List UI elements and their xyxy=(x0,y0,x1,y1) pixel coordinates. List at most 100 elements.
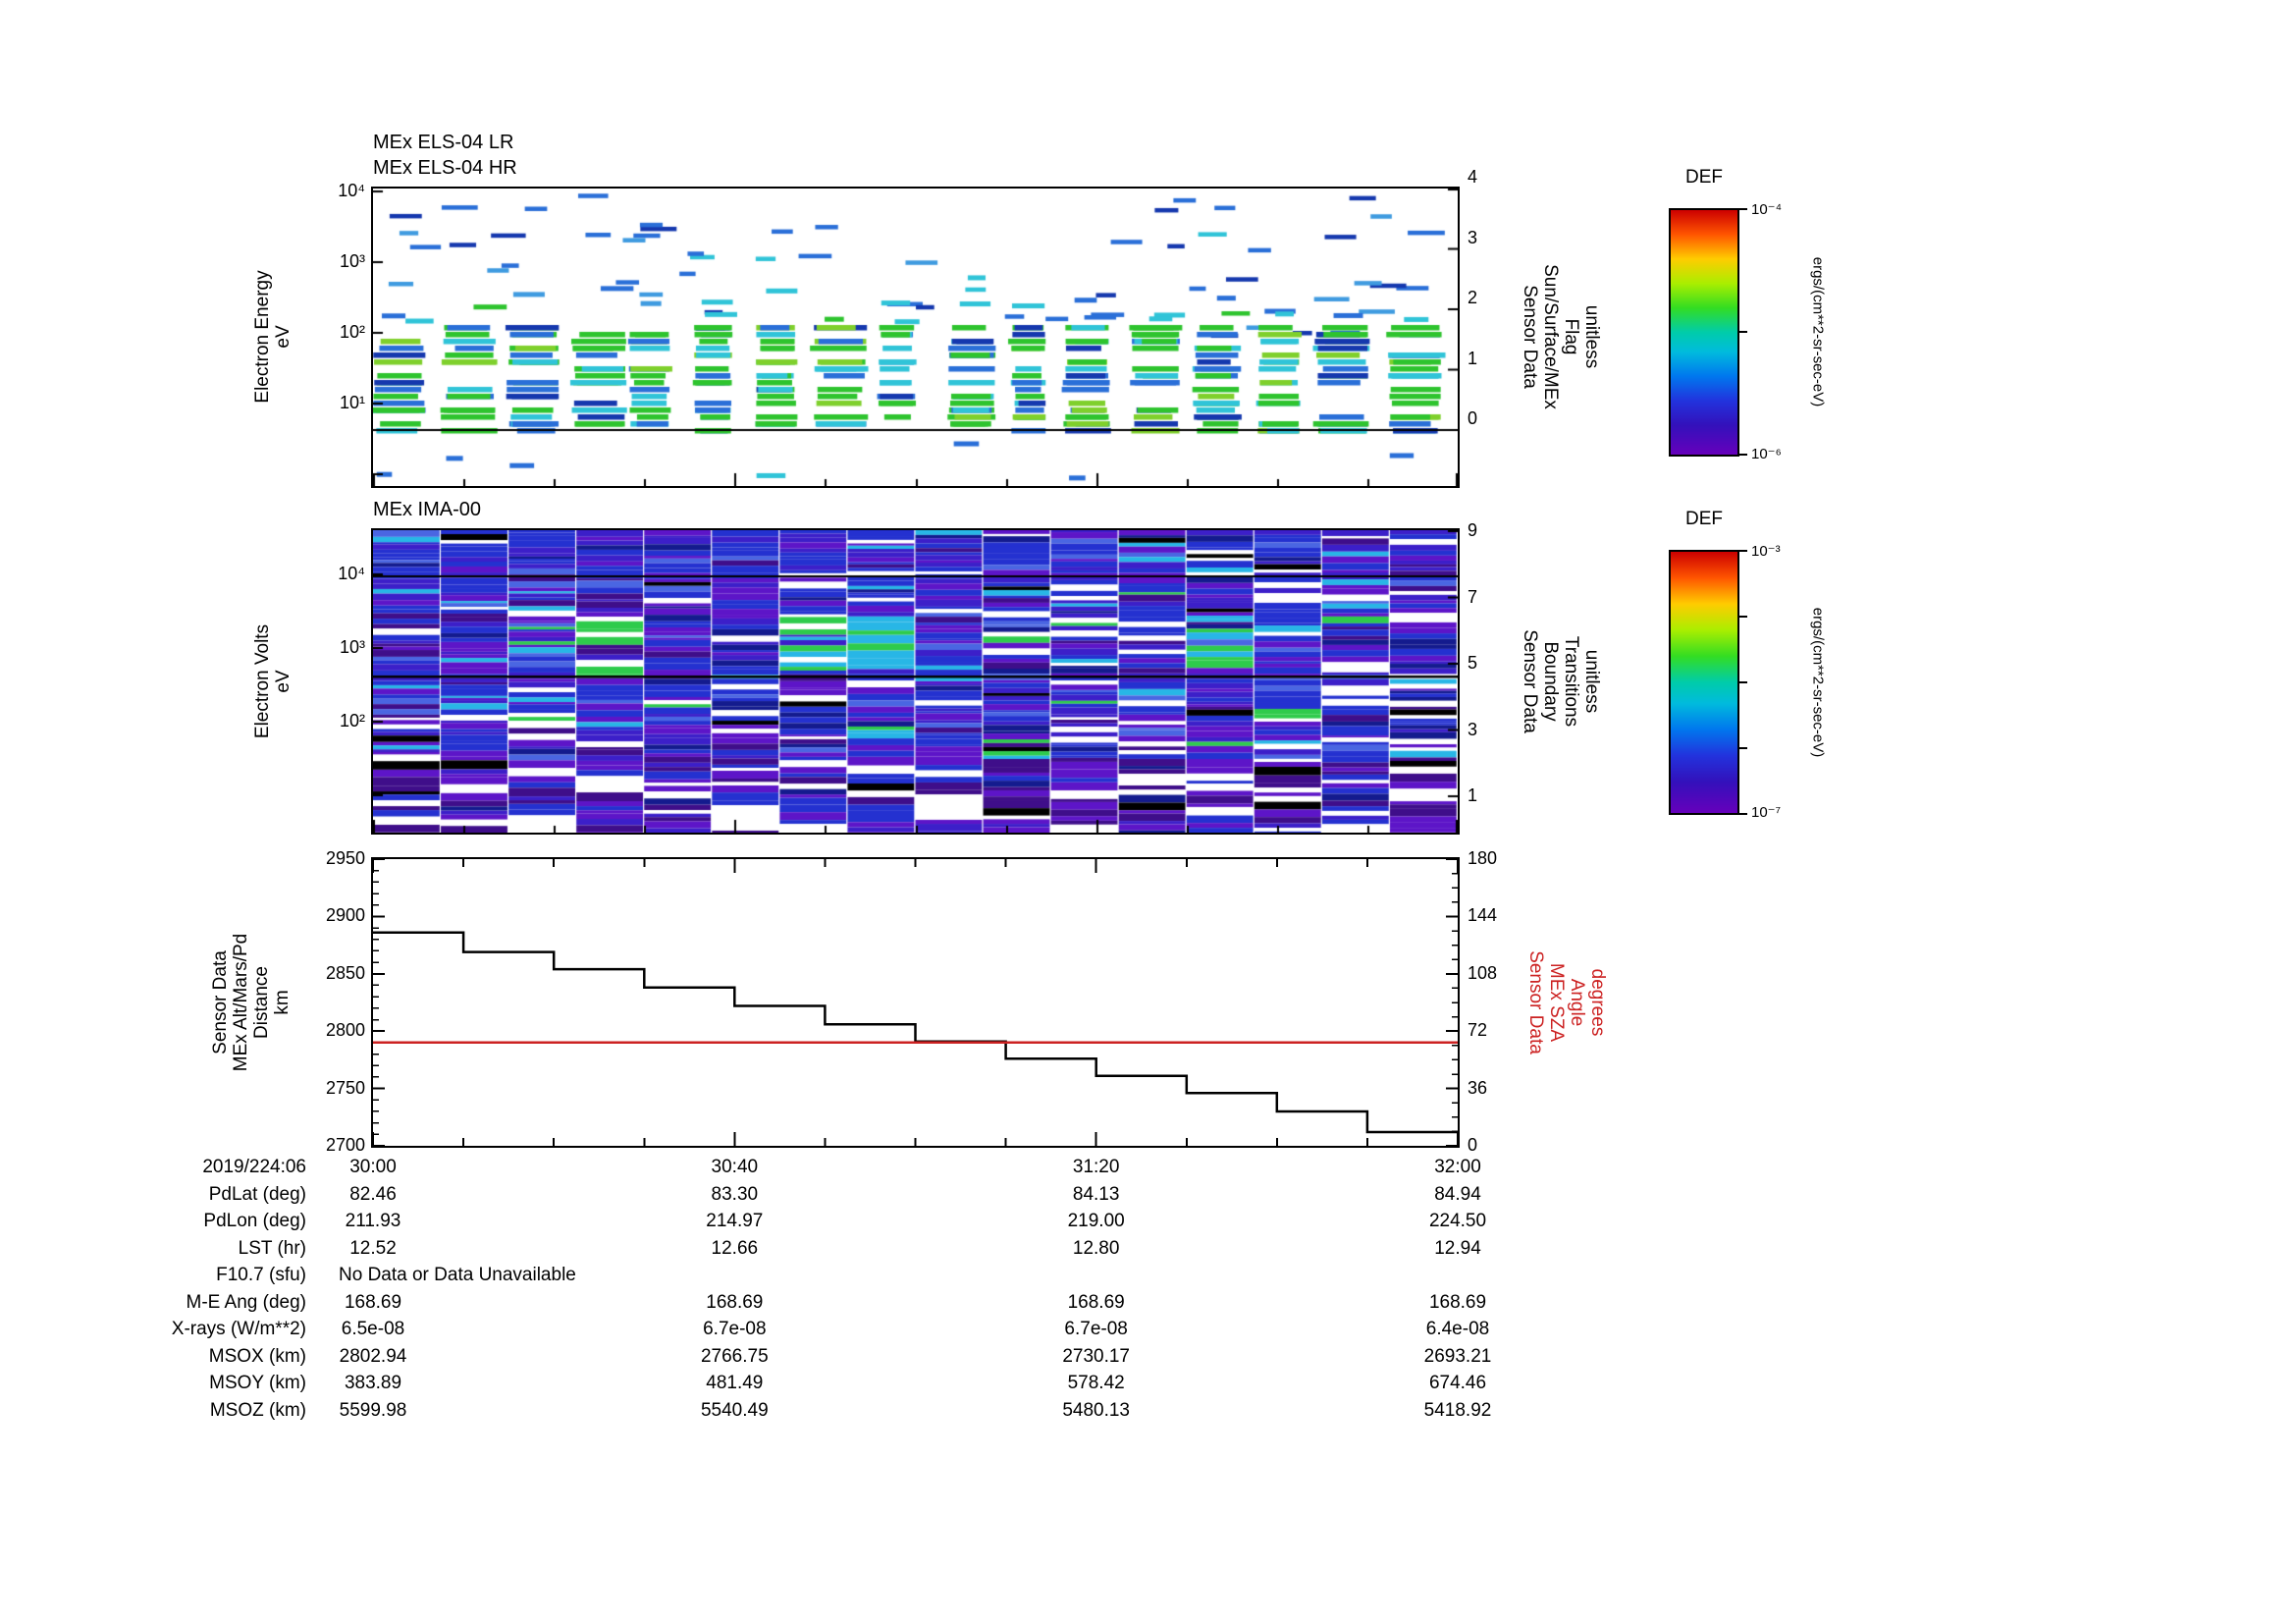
line-left-tick-label: 2850 xyxy=(325,962,365,983)
colorbar2-min-label: 10⁻⁷ xyxy=(1751,804,1782,821)
colorbar1-tick-top xyxy=(1739,208,1747,210)
colorbar2-title: DEF xyxy=(1685,509,1723,529)
table-row-value: 5418.92 xyxy=(1423,1399,1492,1421)
line-right-tick-label: 144 xyxy=(1468,905,1498,926)
table-row-value: 12.66 xyxy=(711,1237,759,1259)
table-row-value: 383.89 xyxy=(344,1373,402,1393)
line-left-tick-label: 2950 xyxy=(325,848,365,868)
table-row-value: 168.69 xyxy=(706,1291,764,1313)
table-row-label: 2019/224:06 xyxy=(202,1157,306,1177)
els-right-axis-label: unitless Flag Sun/Surface/MEx Sensor Data xyxy=(1520,264,1602,409)
table-row-value: 5540.49 xyxy=(700,1399,769,1421)
table-row-value: 168.69 xyxy=(1428,1291,1487,1313)
colorbar2-max-label: 10⁻³ xyxy=(1751,543,1781,560)
ima-right-tick-label: 7 xyxy=(1468,586,1478,607)
line-right-tick-label: 72 xyxy=(1468,1020,1488,1041)
table-row-label: MSOY (km) xyxy=(209,1373,306,1393)
table-row-value: 2730.17 xyxy=(1062,1345,1130,1367)
table-row-value: 6.7e-08 xyxy=(1064,1319,1128,1339)
table-row-value: 84.13 xyxy=(1072,1183,1120,1205)
ima-spectrogram-canvas xyxy=(373,530,1458,833)
ima-left-axis-label-line: eV xyxy=(273,670,294,693)
els-spectrogram-canvas xyxy=(373,189,1458,486)
colorbar2-unit-label: ergs/(cm**2-sr-sec-eV) xyxy=(1809,607,1827,758)
table-row-label: LST (hr) xyxy=(238,1237,306,1259)
ima-spectrogram-panel xyxy=(371,528,1460,835)
colorbar1-unit-label: ergs/(cm**2-sr-sec-eV) xyxy=(1809,256,1827,407)
colorbar2-tick-3 xyxy=(1739,681,1747,683)
colorbar1-tick-bottom xyxy=(1739,454,1747,456)
table-row-label: MSOZ (km) xyxy=(209,1399,306,1421)
els-right-tick-label: 1 xyxy=(1468,348,1478,368)
line-left-axis-label-line: MEx Alt/Mars/Pd xyxy=(231,933,251,1072)
line-right-axis-label: degrees Angle MEx SZA Sensor Data xyxy=(1525,950,1608,1055)
table-row-value: 2766.75 xyxy=(700,1345,769,1367)
ima-right-axis-label-line: unitless xyxy=(1581,649,1602,714)
table-row-value: 32:00 xyxy=(1434,1157,1481,1177)
colorbar2-gradient xyxy=(1669,550,1739,815)
table-row-value: 168.69 xyxy=(344,1291,402,1313)
table-row-value: 578.42 xyxy=(1067,1373,1125,1393)
ima-left-tick-label: 10³ xyxy=(339,637,365,657)
ima-right-axis-label: unitless Transitions Boundary Sensor Data xyxy=(1520,629,1602,733)
table-row-value: 82.46 xyxy=(349,1183,397,1205)
ima-right-axis-label-line: Transitions xyxy=(1561,635,1581,728)
table-row-label: PdLat (deg) xyxy=(208,1183,306,1205)
table-row-value: 31:20 xyxy=(1072,1157,1120,1177)
line-left-axis-label: Sensor Data MEx Alt/Mars/Pd Distance km xyxy=(210,934,293,1071)
line-left-axis-label-line: km xyxy=(272,990,293,1015)
table-row-value: 674.46 xyxy=(1428,1373,1487,1393)
colorbar1-title: DEF xyxy=(1685,167,1723,188)
table-row-value: 168.69 xyxy=(1067,1291,1125,1313)
colorbar1-min-label: 10⁻⁶ xyxy=(1751,446,1782,462)
line-right-axis-label-line: degrees xyxy=(1587,968,1608,1037)
ima-right-axis-label-line: Boundary xyxy=(1540,641,1561,722)
table-row-value: 2693.21 xyxy=(1423,1345,1492,1367)
els-left-tick-label: 10³ xyxy=(339,251,365,271)
table-row-value: 2802.94 xyxy=(339,1345,407,1367)
table-row-value: 6.4e-08 xyxy=(1425,1319,1490,1339)
els-title-hr: MEx ELS-04 HR xyxy=(373,157,517,179)
els-title-lr: MEx ELS-04 LR xyxy=(373,132,514,153)
ima-right-axis-label-line: Sensor Data xyxy=(1520,629,1540,733)
table-row-value: 83.30 xyxy=(711,1183,759,1205)
ima-left-axis-label-line: Electron Volts xyxy=(252,623,273,739)
table-row-value: 12.52 xyxy=(349,1237,397,1259)
colorbar2-tick-4 xyxy=(1739,747,1747,749)
line-right-tick-label: 180 xyxy=(1468,848,1498,868)
table-row-value: 12.80 xyxy=(1072,1237,1120,1259)
table-row-value: 30:00 xyxy=(349,1157,397,1177)
table-row-value: 12.94 xyxy=(1434,1237,1481,1259)
table-row-label: PdLon (deg) xyxy=(203,1211,306,1231)
ima-right-tick-label: 9 xyxy=(1468,520,1478,540)
line-right-tick-label: 0 xyxy=(1468,1135,1478,1155)
table-row-label: MSOX (km) xyxy=(208,1345,306,1367)
els-left-tick-label: 10¹ xyxy=(339,393,365,412)
table-row-value: 5599.98 xyxy=(339,1399,407,1421)
els-left-tick-label: 10⁴ xyxy=(338,181,365,200)
ima-right-tick-label: 1 xyxy=(1468,785,1478,805)
table-row-label: X-rays (W/m**2) xyxy=(171,1319,306,1339)
table-row-value: 6.7e-08 xyxy=(703,1319,767,1339)
els-right-axis-label-line: unitless xyxy=(1581,304,1602,369)
els-right-tick-label: 4 xyxy=(1468,167,1478,187)
altitude-step-line xyxy=(373,931,1458,1134)
ima-right-tick-label: 3 xyxy=(1468,719,1478,739)
els-left-axis-label-line: eV xyxy=(273,325,294,349)
table-row-value: 84.94 xyxy=(1434,1183,1481,1205)
table-row-label: M-E Ang (deg) xyxy=(186,1291,307,1313)
els-right-axis-label-line: Flag xyxy=(1561,318,1581,355)
table-row-value: 224.50 xyxy=(1428,1211,1487,1231)
table-row-value: 211.93 xyxy=(345,1211,401,1231)
els-right-axis-label-line: Sun/Surface/MEx xyxy=(1540,264,1561,409)
els-left-tick-label: 10² xyxy=(339,322,365,342)
line-left-tick-label: 2700 xyxy=(325,1135,365,1155)
els-right-tick-label: 0 xyxy=(1468,408,1478,428)
table-row-value: 481.49 xyxy=(706,1373,764,1393)
table-row-value: 6.5e-08 xyxy=(341,1319,405,1339)
table-row-value: 214.97 xyxy=(706,1211,764,1231)
line-left-tick-label: 2750 xyxy=(325,1077,365,1098)
line-right-axis-label-line: MEx SZA xyxy=(1546,962,1567,1043)
ima-left-tick-label: 10⁴ xyxy=(338,564,365,583)
